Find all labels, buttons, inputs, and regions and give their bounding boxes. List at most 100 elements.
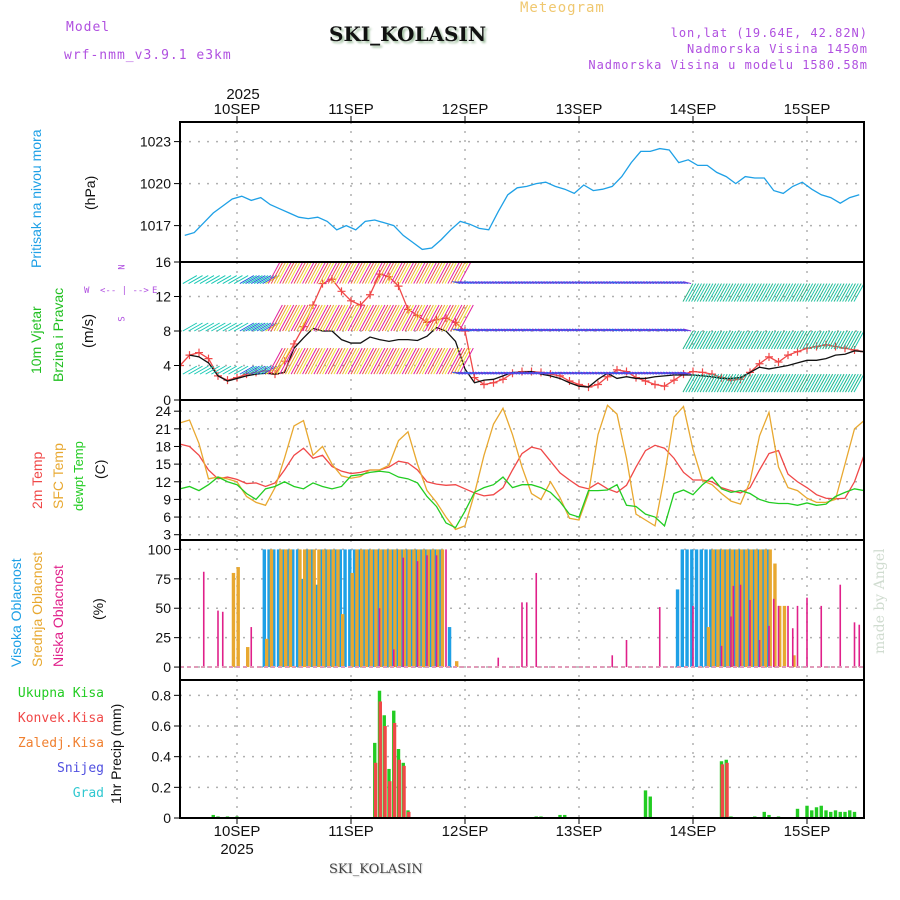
wind-barb bbox=[822, 330, 834, 350]
wind-barb bbox=[441, 347, 457, 375]
wind-barb bbox=[691, 330, 702, 350]
wind-barb bbox=[242, 275, 257, 284]
wind-barb bbox=[359, 347, 374, 375]
wind-barb bbox=[554, 281, 563, 285]
wind-barb bbox=[597, 281, 606, 285]
wind-barb bbox=[557, 328, 566, 332]
wind-barb bbox=[401, 347, 417, 375]
wind-barb bbox=[685, 283, 697, 302]
wind-barb bbox=[660, 371, 669, 375]
wind-barb bbox=[688, 330, 700, 350]
wind-barb bbox=[634, 281, 643, 285]
bar-niska-oblacnost bbox=[250, 627, 253, 668]
wind-barb bbox=[342, 262, 355, 284]
wind-barb bbox=[770, 283, 782, 302]
wind-barb bbox=[657, 328, 666, 332]
bar-visoka-oblacnost bbox=[343, 549, 347, 668]
wind-barb bbox=[611, 328, 620, 332]
wind-barb bbox=[523, 281, 532, 285]
wind-barb bbox=[850, 330, 862, 350]
wind-barb bbox=[273, 262, 287, 284]
wind-barb bbox=[739, 373, 751, 393]
wind-barb bbox=[231, 366, 245, 374]
wind-barb bbox=[668, 281, 677, 285]
wind-barb bbox=[651, 371, 660, 375]
wind-barb bbox=[531, 328, 541, 332]
wind-barb bbox=[214, 276, 228, 284]
wind-barb bbox=[492, 328, 501, 332]
wind-barb bbox=[802, 283, 814, 302]
wind-barb bbox=[742, 283, 754, 302]
wind-barb bbox=[245, 322, 260, 332]
wind-barb bbox=[197, 323, 211, 331]
wind-barb bbox=[517, 371, 526, 375]
wind-barb bbox=[242, 322, 257, 332]
wind-barb bbox=[203, 323, 217, 331]
wind-barb bbox=[716, 330, 728, 350]
wind-barb bbox=[477, 371, 487, 375]
wind-barb bbox=[537, 281, 546, 285]
bar-srednja-oblacnost bbox=[246, 647, 250, 668]
wind-barb bbox=[307, 304, 323, 332]
wind-barb bbox=[509, 281, 518, 285]
series-line-sfc-temp bbox=[180, 404, 864, 531]
wind-barb bbox=[839, 330, 851, 350]
wind-barb bbox=[361, 262, 375, 284]
wind-barb bbox=[469, 371, 478, 375]
wind-barb bbox=[330, 262, 344, 284]
ytick-label: 0.8 bbox=[152, 687, 172, 703]
wind-barb bbox=[586, 371, 595, 375]
wind-barb bbox=[393, 347, 409, 375]
bar-visoka-oblacnost bbox=[314, 584, 319, 668]
ytick-label: 0 bbox=[163, 810, 171, 826]
wind-barb bbox=[799, 373, 811, 393]
wind-barb bbox=[503, 281, 512, 285]
wind-barb bbox=[322, 262, 335, 284]
wind-barb bbox=[387, 347, 403, 375]
bar-niska-oblacnost bbox=[858, 624, 861, 668]
wind-barb bbox=[347, 262, 361, 284]
wind-barb bbox=[396, 347, 412, 375]
wind-barb bbox=[736, 330, 748, 350]
wind-barb bbox=[682, 281, 692, 285]
wind-barb bbox=[725, 283, 737, 302]
bar-visoka-oblacnost bbox=[680, 549, 684, 668]
bar-srednja-oblacnost bbox=[412, 549, 416, 668]
wind-barb bbox=[186, 366, 200, 374]
wind-barb bbox=[410, 304, 426, 332]
bar-konvek-kisa bbox=[378, 701, 382, 818]
wind-barb bbox=[367, 262, 381, 284]
wind-barb bbox=[463, 371, 472, 375]
wind-barb bbox=[637, 281, 646, 285]
wind-barb bbox=[671, 281, 680, 285]
wind-barb bbox=[685, 330, 697, 350]
bar-srednja-oblacnost bbox=[792, 655, 796, 668]
wind-barb bbox=[568, 328, 578, 332]
bar-niska-oblacnost bbox=[416, 561, 419, 668]
wind-barb bbox=[506, 328, 515, 332]
wind-barb bbox=[486, 371, 495, 375]
year-label-top: 2025 bbox=[226, 86, 259, 103]
wind-barb bbox=[282, 262, 295, 284]
wind-barb bbox=[563, 328, 572, 332]
wind-barb bbox=[665, 281, 675, 285]
wind-barb bbox=[693, 373, 705, 393]
wind-barb bbox=[540, 328, 549, 332]
wind-barb bbox=[739, 283, 751, 302]
wind-barb bbox=[839, 283, 851, 302]
wind-barb bbox=[209, 276, 223, 284]
wind-barb bbox=[617, 371, 626, 375]
wind-barb bbox=[645, 328, 655, 332]
wind-barb bbox=[648, 371, 658, 375]
bar-srednja-oblacnost bbox=[402, 549, 407, 668]
wind-barb bbox=[810, 283, 822, 302]
wind-barb bbox=[387, 262, 401, 284]
wind-barb bbox=[790, 283, 802, 302]
wind-barb bbox=[454, 371, 464, 375]
bar-visoka-oblacnost bbox=[713, 549, 718, 668]
bar-visoka-oblacnost bbox=[300, 578, 304, 668]
compass-cross: <-- | --> bbox=[100, 286, 149, 296]
wind-barb bbox=[776, 373, 788, 393]
wind-barb bbox=[833, 373, 845, 393]
wind-barb bbox=[333, 304, 349, 332]
